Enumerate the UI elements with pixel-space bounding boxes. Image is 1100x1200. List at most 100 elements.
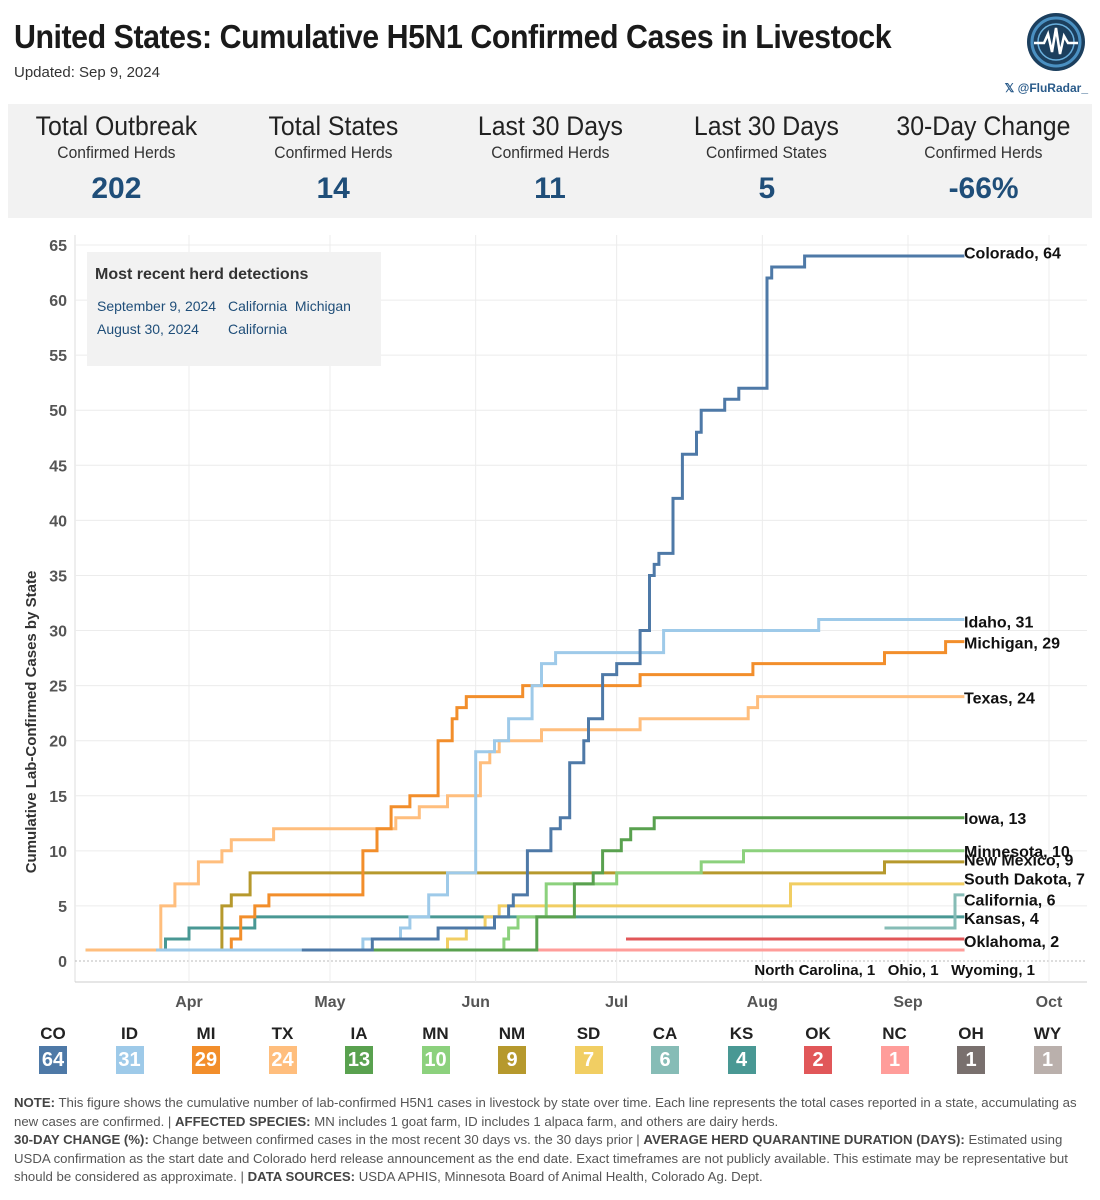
radar-wave-logo-icon xyxy=(1027,13,1085,71)
legend-value-badge: 64 xyxy=(39,1046,67,1074)
y-tick-label: 55 xyxy=(49,348,67,365)
recent-states-1: California Michigan xyxy=(228,298,351,314)
y-tick-label: 15 xyxy=(49,789,67,806)
legend-item-id: ID 31 xyxy=(100,1024,160,1074)
legend-value-badge: 31 xyxy=(115,1046,144,1074)
kpi-subtitle: Confirmed States xyxy=(706,143,828,162)
y-tick-label: 20 xyxy=(49,734,67,751)
legend-item-mi: MI 29 xyxy=(176,1024,236,1074)
legend-item-nm: NM 9 xyxy=(482,1024,542,1074)
y-tick-label: 60 xyxy=(49,293,67,310)
series-line-mi xyxy=(156,640,965,952)
legend-code: MN xyxy=(422,1024,449,1043)
kpi-subtitle: Confirmed Herds xyxy=(924,143,1043,162)
recent-box-title: Most recent herd detections xyxy=(95,266,308,283)
y-tick-label: 30 xyxy=(49,624,67,641)
legend-value-badge: 6 xyxy=(651,1046,679,1074)
kpi-title: 30-Day Change xyxy=(896,111,1071,141)
legend-item-oh: OH 1 xyxy=(941,1024,1001,1074)
legend-code: NC xyxy=(882,1024,907,1043)
state-legend: CO 64 ID 31 MI 29 TX 24 IA 13 MN 10 NM 9 SD 7 CA 6 KS 4 OK 2 N… xyxy=(0,1024,1100,1084)
y-axis-label: Cumulative Lab-Confirmed Cases by State xyxy=(23,571,40,874)
series-line-tx xyxy=(85,695,965,952)
legend-item-mn: MN 10 xyxy=(406,1024,466,1074)
y-tick-label: 40 xyxy=(49,513,67,530)
x-tick-label: Jun xyxy=(461,994,489,1011)
y-tick-label: 35 xyxy=(49,568,67,585)
sources-label: DATA SOURCES: xyxy=(247,1169,356,1184)
kpi-total-outbreak: Total Outbreak Confirmed Herds 202 xyxy=(8,104,225,218)
page-title: United States: Cumulative H5N1 Confirmed… xyxy=(14,18,892,55)
legend-code: NM xyxy=(498,1024,526,1043)
kpi-value: 11 xyxy=(534,172,566,205)
y-tick-label: 5 xyxy=(58,899,67,916)
legend-value-badge: 7 xyxy=(574,1046,603,1074)
end-label-mi: Michigan, 29 xyxy=(964,636,1060,653)
legend-code: IA xyxy=(350,1024,368,1043)
end-label-mn: Minnesota, 10 xyxy=(964,844,1070,861)
legend-code: WY xyxy=(1033,1024,1062,1043)
bottom-end-label: North Carolina, 1 Ohio, 1 Wyoming, 1 xyxy=(754,962,1035,979)
end-label-id: Idaho, 31 xyxy=(964,615,1033,632)
kpi-bar: Total Outbreak Confirmed Herds 202 Total… xyxy=(8,104,1092,218)
legend-item-ok: OK 2 xyxy=(788,1024,848,1074)
legend-item-tx: TX 24 xyxy=(253,1024,313,1074)
x-tick-label: Sep xyxy=(893,994,923,1011)
legend-value-badge: 10 xyxy=(421,1046,450,1074)
series-line-ks xyxy=(156,915,965,952)
kpi-title: Total States xyxy=(268,111,399,141)
end-label-co: Colorado, 64 xyxy=(964,246,1061,263)
recent-date-1: September 9, 2024 xyxy=(97,298,216,314)
series-line-ca xyxy=(884,893,965,930)
legend-code: OH xyxy=(958,1024,984,1043)
x-tick-label: May xyxy=(314,994,345,1011)
updated-date: Updated: Sep 9, 2024 xyxy=(14,64,160,81)
end-label-ok: Oklahoma, 2 xyxy=(964,934,1059,951)
x-axis: Apr May Jun Jul Aug Sep Oct xyxy=(175,994,1063,1011)
y-tick-label: 10 xyxy=(49,844,67,861)
legend-item-sd: SD 7 xyxy=(559,1024,619,1074)
series-line-ia xyxy=(301,816,965,952)
recent-date-2: August 30, 2024 xyxy=(97,321,199,337)
end-label-ks: Kansas, 4 xyxy=(964,911,1039,928)
kpi-subtitle: Confirmed Herds xyxy=(57,143,176,162)
kpi-30-day-change: 30-Day Change Confirmed Herds -66% xyxy=(875,104,1092,218)
series-line-mn xyxy=(85,849,965,952)
sources-text: USDA APHIS, Minnesota Board of Animal He… xyxy=(355,1169,763,1184)
social-handle[interactable]: 𝕏 @FluRadar_ xyxy=(1004,81,1088,95)
series-line-sd xyxy=(438,882,965,952)
end-label-sd: South Dakota, 7 xyxy=(964,871,1085,888)
end-label-ca: California, 6 xyxy=(964,892,1056,909)
series-end-labels: Colorado, 64 Idaho, 31 Michigan, 29 Texas, … xyxy=(964,246,1085,951)
kpi-title: Last 30 Days xyxy=(477,111,623,141)
kpi-last-30-herds: Last 30 Days Confirmed Herds 11 xyxy=(442,104,659,218)
species-label: AFFECTED SPECIES: xyxy=(175,1113,311,1129)
footnotes: NOTE: This figure shows the cumulative n… xyxy=(14,1094,1090,1187)
x-tick-label: Oct xyxy=(1036,994,1063,1011)
series-lines xyxy=(85,254,965,952)
y-axis: 0 5 10 15 20 25 30 35 40 45 50 55 60 65 xyxy=(49,238,67,971)
kpi-last-30-states: Last 30 Days Confirmed States 5 xyxy=(658,104,875,218)
x-tick-label: Apr xyxy=(175,994,203,1011)
legend-value-badge: 1 xyxy=(957,1046,985,1074)
legend-code: MI xyxy=(196,1024,216,1043)
legend-item-ia: IA 13 xyxy=(329,1024,389,1074)
recent-states-2: California xyxy=(228,321,287,337)
y-tick-label: 45 xyxy=(49,458,67,475)
kpi-total-states: Total States Confirmed Herds 14 xyxy=(225,104,442,218)
y-tick-label: 0 xyxy=(58,954,67,971)
legend-item-ca: CA 6 xyxy=(635,1024,695,1074)
legend-item-wy: WY 1 xyxy=(1018,1024,1078,1074)
quarantine-text: Estimated using USDA confirmation as the… xyxy=(14,1132,1068,1184)
x-tick-label: Jul xyxy=(605,994,628,1011)
legend-code: ID xyxy=(121,1024,138,1043)
legend-value-badge: 13 xyxy=(345,1046,373,1074)
kpi-title: Total Outbreak xyxy=(35,111,198,141)
y-tick-label: 25 xyxy=(49,679,67,696)
end-label-tx: Texas, 24 xyxy=(964,691,1035,708)
end-label-nm: New Mexico, 9 xyxy=(964,853,1073,870)
recent-detections-box: Most recent herd detections September 9,… xyxy=(87,252,381,366)
legend-item-ks: KS 4 xyxy=(712,1024,772,1074)
kpi-value: -66% xyxy=(948,172,1019,205)
series-line-co xyxy=(301,254,965,952)
